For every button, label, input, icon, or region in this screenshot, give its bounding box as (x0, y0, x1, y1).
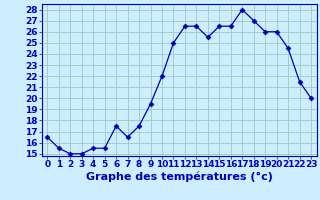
X-axis label: Graphe des températures (°c): Graphe des températures (°c) (86, 172, 273, 182)
